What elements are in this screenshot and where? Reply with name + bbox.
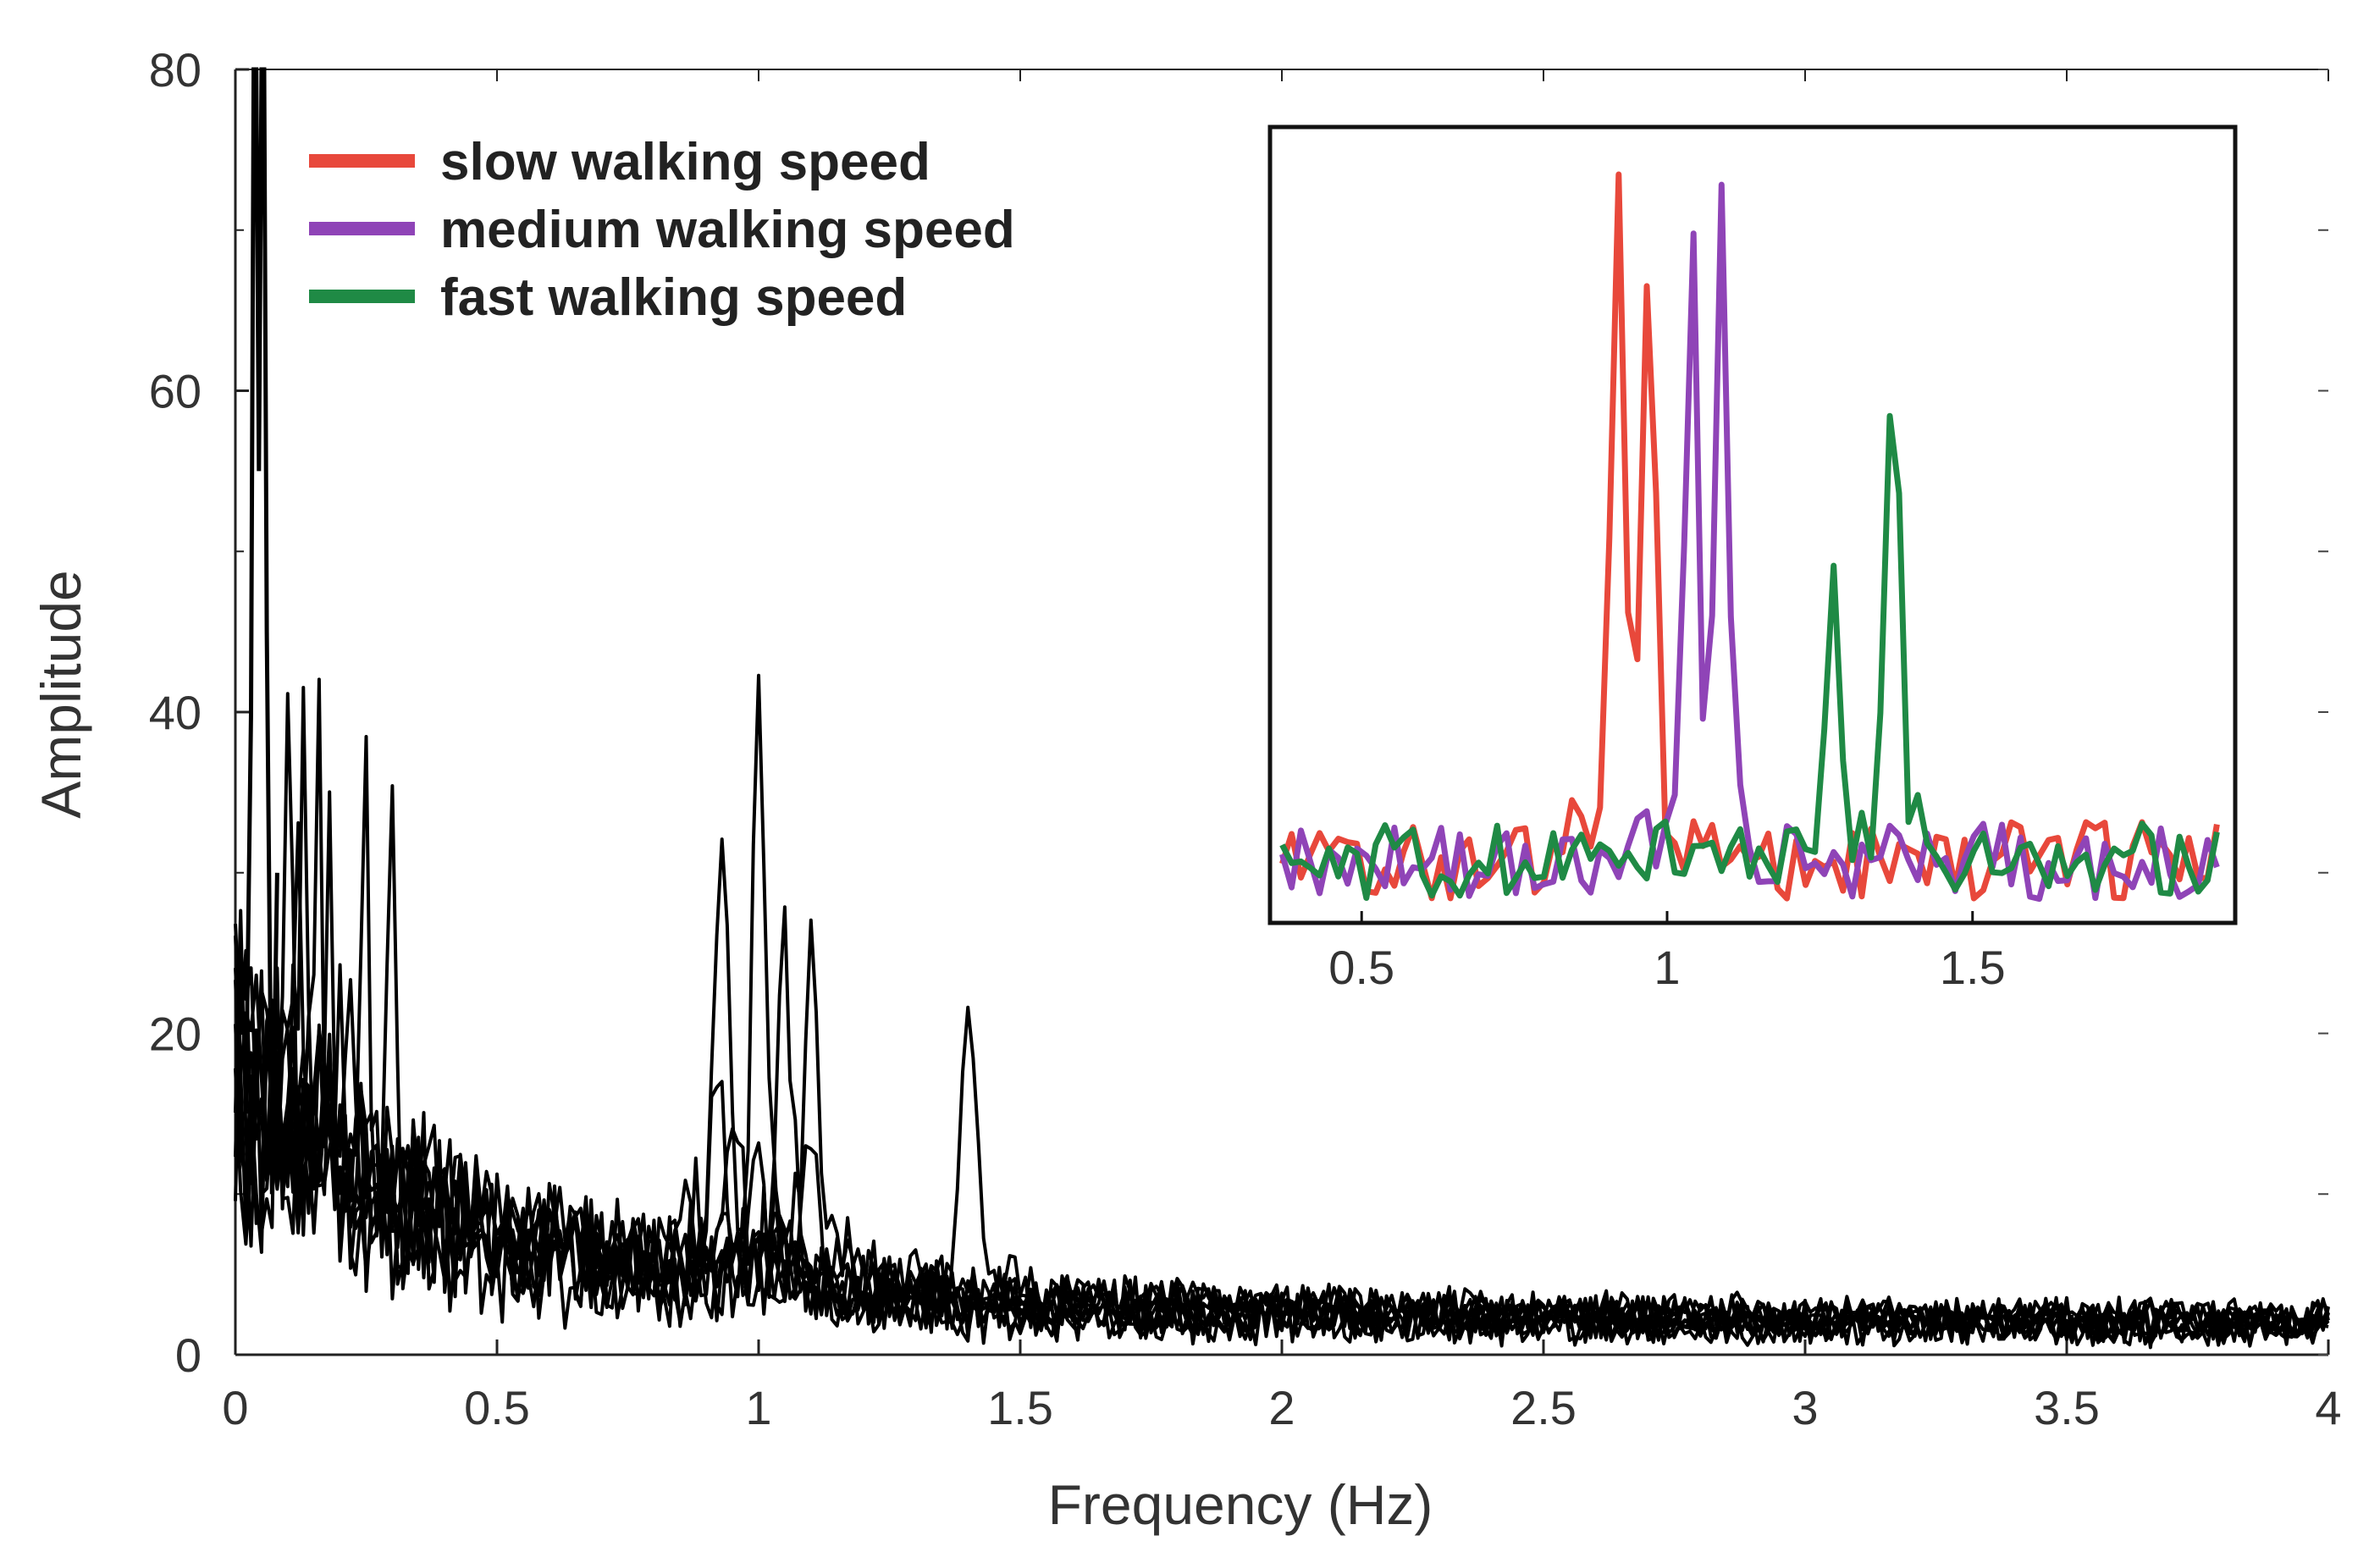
spectrum-line [234, 966, 2330, 1346]
legend-label: slow walking speed [440, 133, 930, 191]
x-tick-label: 0 [222, 1381, 248, 1434]
y-tick-label: 20 [149, 1008, 202, 1061]
y-tick-label: 80 [149, 43, 202, 97]
inset-line-2 [1279, 181, 2220, 903]
inset-x-tick-label: 1 [1654, 941, 1680, 994]
main-spectrum-lines [234, 67, 2330, 1350]
near-zero-spike [243, 67, 279, 1195]
legend-label: medium walking speed [440, 201, 1015, 259]
x-tick-label: 3.5 [2034, 1381, 2100, 1434]
y-tick-label: 40 [149, 686, 202, 739]
x-tick-label: 2.5 [1510, 1381, 1577, 1434]
x-tick-label: 2 [1268, 1381, 1295, 1434]
x-tick-label: 4 [2315, 1381, 2341, 1434]
legend: slow walking speed medium walking speed fa… [309, 133, 1015, 327]
spectrum-line [234, 820, 2330, 1346]
y-tick-label: 60 [149, 365, 202, 418]
inset-x-tick-label: 1.5 [1940, 941, 2006, 994]
x-tick-label: 1.5 [987, 1381, 1053, 1434]
inset-plot: 0.5 1 1.5 [1267, 124, 2238, 994]
x-tick-label: 0.5 [464, 1381, 530, 1434]
x-axis-label: Frequency (Hz) [1048, 1473, 1433, 1536]
y-axis-label: Amplitude [30, 570, 92, 819]
y-tick-label: 0 [175, 1328, 202, 1382]
inset-line-3 [1279, 412, 2220, 901]
inset-frame [1267, 124, 2238, 925]
x-tick-label: 1 [745, 1381, 771, 1434]
x-tick-label: 3 [1792, 1381, 1818, 1434]
legend-label: fast walking speed [440, 268, 907, 327]
inset-x-tick-label: 0.5 [1328, 941, 1394, 994]
